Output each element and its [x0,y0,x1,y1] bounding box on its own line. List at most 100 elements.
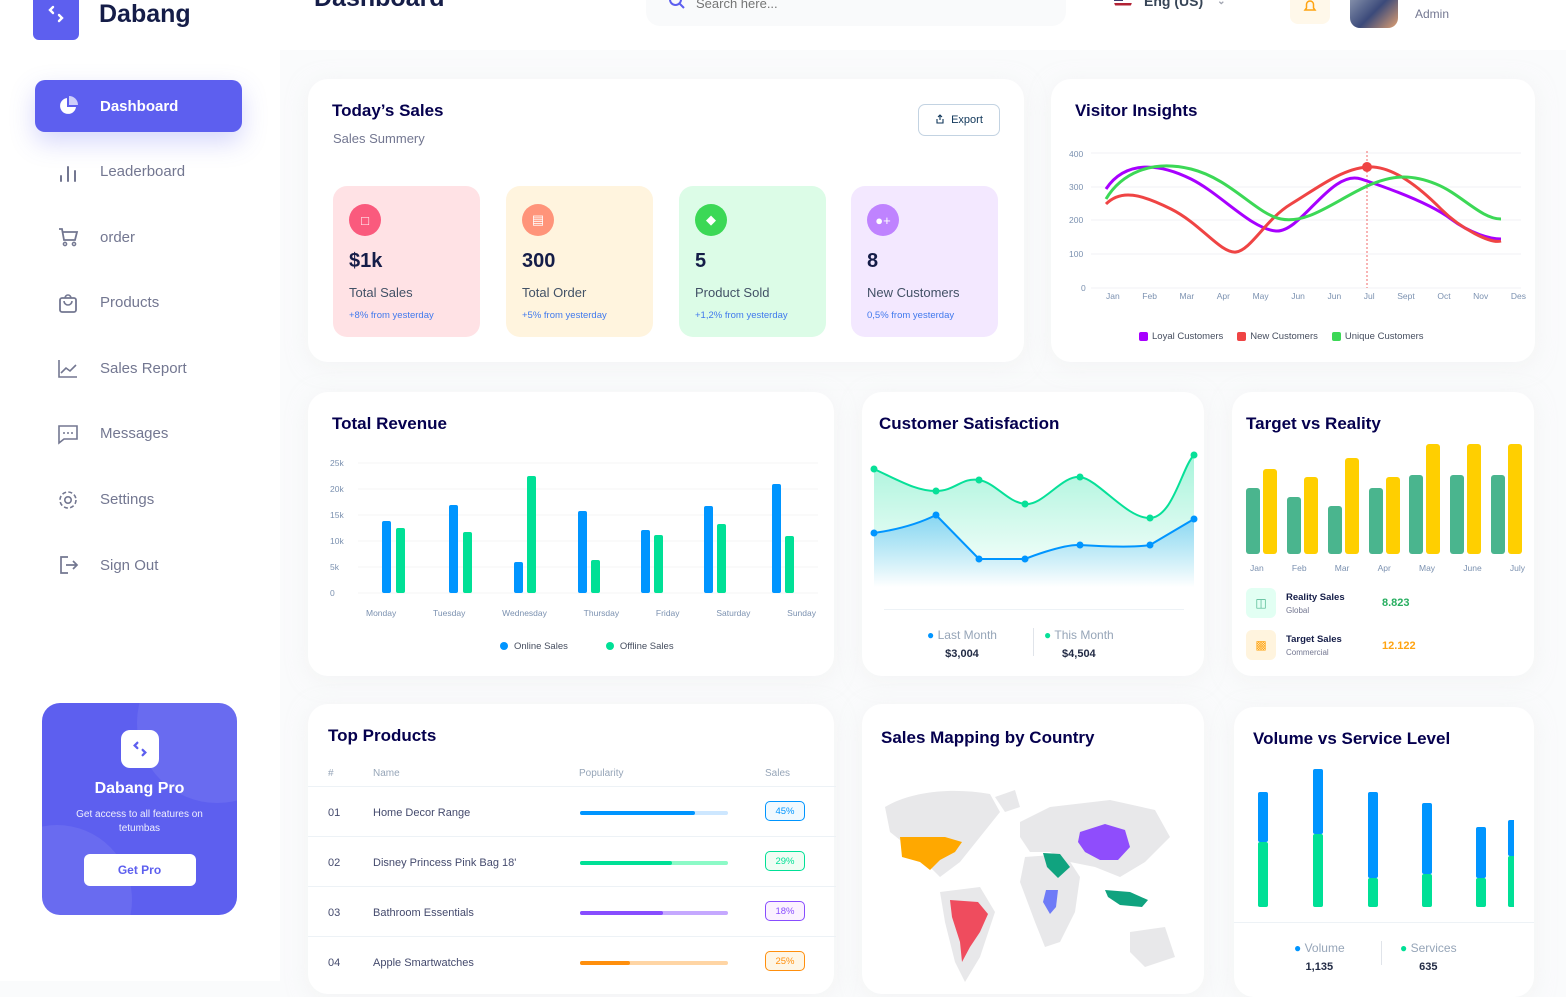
visitor-insights-card: Visitor Insights 400 300 200 100 0 Jan F… [1051,79,1535,362]
logo: Dabang [33,0,191,40]
x-axis-labels: Monday Tuesday Wednesday Thursday Friday… [366,608,816,618]
shopping-bag-icon [55,292,81,314]
sign-out-icon [55,554,81,576]
sidebar: Dabang Dashboard Leaderboard order Produ… [0,0,280,981]
user-avatar[interactable] [1350,0,1398,28]
volume-service-card: Volume vs Service Level ● Volume 1,135 ●… [1234,707,1534,997]
page-title: Dashboard [314,0,445,13]
world-map[interactable] [880,782,1180,982]
chart-legend: Loyal Customers New Customers Unique Cus… [1139,331,1424,342]
ticket-icon: ▩ [1246,630,1276,660]
card-title: Sales Mapping by Country [881,728,1095,747]
chart-legend: Online Sales Offline Sales [500,641,674,652]
sidebar-item-leaderboard[interactable]: Leaderboard [35,146,242,198]
export-button[interactable]: Export [918,104,1000,136]
user-role: Admin [1415,7,1450,21]
table-row[interactable]: 03 Bathroom Essentials 18% [308,886,836,936]
this-month-summary: ● This Month $4,504 [1044,628,1114,660]
pro-logo-icon [120,730,159,768]
document-icon: ▤ [522,204,554,236]
last-month-summary: ● Last Month $3,004 [927,628,997,660]
card-title: Customer Satisfaction [879,414,1060,433]
pro-promo-card: Dabang Pro Get access to all features on… [42,703,237,915]
sidebar-item-label: Sign Out [100,556,159,574]
usa-region [900,837,962,870]
sidebar-item-messages[interactable]: Messages [35,408,242,460]
table-row[interactable]: 01 Home Decor Range 45% [308,786,836,836]
sales-badge: 45% [765,801,805,821]
congo-region [1043,890,1058,914]
search-icon [668,0,686,15]
sidebar-item-label: Leaderboard [100,163,186,181]
card-title: Top Products [328,726,437,745]
table-row[interactable]: 04 Apple Smartwatches 25% [308,936,836,986]
total-revenue-card: Total Revenue 25k 20k 15k 10k 5k 0 Monda… [308,392,834,676]
revenue-bar-chart [358,462,818,594]
pro-description: Get access to all features on tetumbas [76,809,203,834]
sales-badge: 29% [765,851,805,871]
search-box[interactable] [646,0,1066,26]
pro-title: Dabang Pro [94,780,185,797]
message-icon [55,423,81,445]
card-subtitle: Sales Summery [333,131,425,146]
sales-badge: 18% [765,901,805,921]
target-sales-value: 12.122 [1382,640,1416,652]
volume-summary: ● Volume 1,135 [1294,941,1345,973]
x-axis-labels: Jan Feb Mar Apr May June July [1250,563,1525,573]
stat-total-sales: □ $1k Total Sales +8% from yesterday [333,186,480,337]
card-title: Visitor Insights [1075,101,1198,120]
stat-new-customers: ●+ 8 New Customers 0,5% from yesterday [851,186,998,337]
table-row[interactable]: 02 Disney Princess Pink Bag 18' 29% [308,836,836,886]
chevron-down-icon: ⌄ [1217,0,1226,7]
sidebar-item-label: Messages [100,425,169,443]
top-products-card: Top Products # Name Popularity Sales 01 … [308,704,836,994]
chart-icon: □ [349,204,381,236]
volume-service-stacked-bar-chart [1258,769,1514,907]
search-input[interactable] [696,0,996,11]
export-icon [935,113,945,127]
stat-product-sold: ◆ 5 Product Sold +1,2% from yesterday [679,186,826,337]
add-user-icon: ●+ [867,204,899,236]
tag-icon: ◆ [695,204,727,236]
logo-icon [33,0,79,40]
target-sales-row: ▩ Target Sales Commercial [1246,630,1342,660]
saudi-arabia-region [1043,853,1070,878]
sidebar-item-sign-out[interactable]: Sign Out [35,539,242,591]
popularity-bar [580,811,728,815]
sidebar-item-sales-report[interactable]: Sales Report [35,342,242,394]
popularity-bar [580,861,728,865]
card-title: Total Revenue [332,414,447,433]
services-summary: ● Services 635 [1400,941,1457,973]
get-pro-button[interactable]: Get Pro [83,854,196,886]
customer-satisfaction-card: Customer Satisfaction ● Last Month $3,00… [862,392,1204,676]
gear-icon [55,489,81,511]
satisfaction-area-chart [870,451,1198,587]
sales-mapping-card: Sales Mapping by Country [862,704,1204,994]
sidebar-item-label: Dashboard [100,97,179,115]
sidebar-item-products[interactable]: Products [35,277,242,329]
todays-sales-card: Today’s Sales Sales Summery Export □ $1k… [308,79,1024,362]
popularity-bar [580,911,728,915]
sidebar-item-label: Sales Report [100,359,187,377]
sidebar-item-dashboard[interactable]: Dashboard [35,80,242,132]
notification-bell-icon[interactable] [1290,0,1330,24]
sidebar-item-label: order [100,228,136,246]
popularity-bar [580,961,728,965]
pie-chart-icon [55,95,81,117]
sales-badge: 25% [765,951,805,971]
card-title: Target vs Reality [1246,414,1381,433]
reality-sales-row: ◫ Reality Sales Global [1246,588,1345,618]
sidebar-nav: Dashboard Leaderboard order Products Sal… [35,80,242,605]
x-axis-labels: Jan Feb Mar Apr May Jun Jun Jul Sept Oct… [1106,291,1526,301]
target-reality-bar-chart [1246,444,1522,554]
language-selector[interactable]: Eng (US) ⌄ [1114,0,1226,10]
top-header: Dashboard Eng (US) ⌄ Admin [280,0,1566,50]
card-title: Today’s Sales [332,101,444,120]
stat-total-order: ▤ 300 Total Order +5% from yesterday [506,186,653,337]
sidebar-item-settings[interactable]: Settings [35,474,242,526]
target-vs-reality-card: Target vs Reality Jan Feb Mar Apr May Ju… [1232,392,1534,676]
line-chart-icon [55,357,81,379]
app-name: Dabang [99,0,191,28]
sidebar-item-order[interactable]: order [35,211,242,263]
card-title: Volume vs Service Level [1253,729,1451,748]
